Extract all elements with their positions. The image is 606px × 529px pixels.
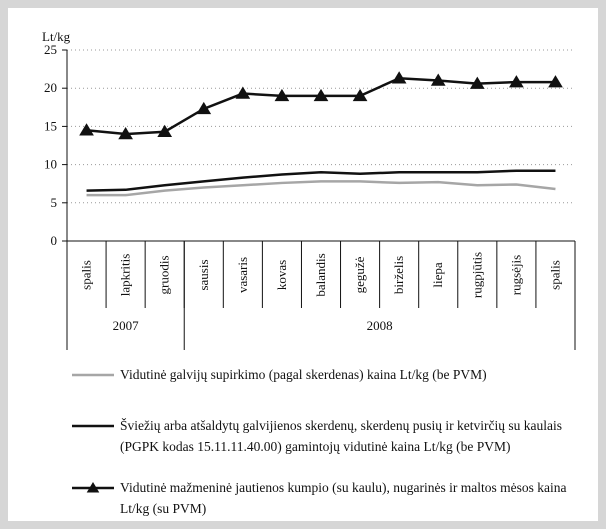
x-tick-label: spalis [547,260,562,290]
marker [79,123,94,136]
marker [548,75,563,88]
marker [196,101,212,115]
marker [157,124,173,137]
legend-label: Šviežių arba atšaldytų galvijienos skerd… [120,418,563,454]
x-tick-label: birželis [391,256,406,294]
x-tick-label: spalis [79,260,94,290]
x-tick-label: gegužė [352,256,367,293]
x-tick-label: liepa [430,262,445,287]
y-tick-label: 15 [44,118,57,133]
marker [118,127,133,140]
y-axis-label: Lt/kg [42,29,71,44]
y-tick-label: 5 [51,195,58,210]
year-label: 2008 [367,318,393,333]
legend-marker [86,482,100,493]
x-tick-label: rugsėjis [508,255,523,295]
x-tick-label: lapkritis [118,254,133,297]
marker [469,76,485,89]
y-tick-label: 20 [44,80,57,95]
y-tick-label: 0 [51,233,58,248]
marker [235,86,251,99]
x-tick-label: vasaris [235,257,250,293]
y-tick-label: 25 [44,42,57,57]
marker [274,88,290,102]
x-tick-label: kovas [274,260,289,290]
x-tick-label: rugpjūtis [469,252,484,298]
y-tick-label: 10 [44,157,57,172]
x-tick-label: balandis [313,253,328,296]
series-line [86,180,556,197]
marker [391,71,407,84]
marker [352,88,368,102]
x-tick-label: sausis [196,259,211,290]
x-tick-label: gruodis [157,256,172,295]
marker [509,75,524,88]
legend-label: Vidutinė galvijų supirkimo (pagal skerde… [120,367,487,382]
series-line [86,169,556,192]
legend-label: Vidutinė mažmeninė jautienos kumpio (su … [120,480,567,516]
year-label: 2007 [113,318,140,333]
series-line [86,77,556,136]
marker [430,73,446,86]
marker [313,88,329,102]
